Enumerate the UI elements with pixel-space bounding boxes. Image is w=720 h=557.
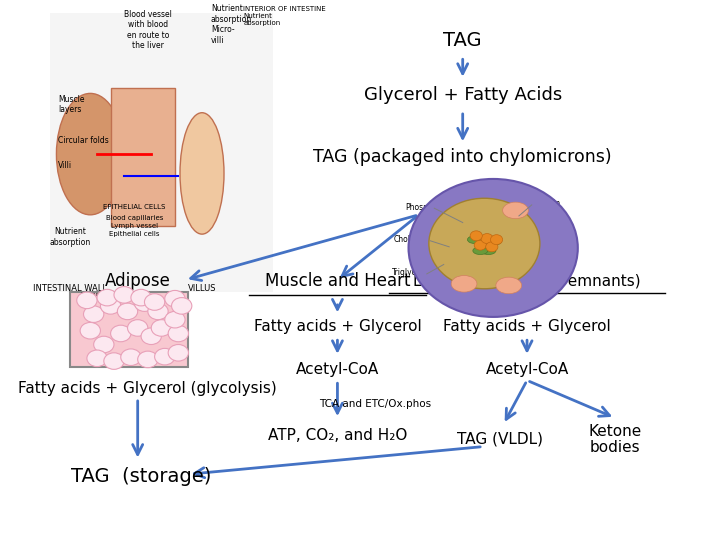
Text: Adipose Tissue H&E: Adipose Tissue H&E	[80, 292, 135, 297]
Text: Blood vessel
with blood
en route to
the liver: Blood vessel with blood en route to the …	[124, 10, 172, 50]
Circle shape	[408, 179, 578, 317]
Circle shape	[171, 297, 192, 314]
Circle shape	[490, 234, 503, 245]
Circle shape	[474, 240, 487, 250]
Ellipse shape	[487, 237, 501, 245]
Bar	[111, 88, 175, 226]
Text: Villi: Villi	[58, 160, 72, 170]
Ellipse shape	[180, 113, 224, 234]
Ellipse shape	[467, 236, 482, 243]
Circle shape	[84, 306, 104, 323]
Circle shape	[165, 311, 185, 328]
Circle shape	[481, 233, 493, 243]
Circle shape	[94, 336, 114, 353]
Text: EPITHELIAL CELLS: EPITHELIAL CELLS	[103, 203, 166, 209]
Circle shape	[87, 350, 107, 367]
Circle shape	[138, 351, 158, 368]
Circle shape	[100, 297, 121, 314]
Text: Acetyl-CoA: Acetyl-CoA	[485, 362, 569, 377]
Text: Ketone: Ketone	[588, 424, 642, 439]
Text: TAG: TAG	[444, 31, 482, 51]
Circle shape	[97, 289, 117, 306]
Text: Lymph vessel: Lymph vessel	[111, 223, 158, 229]
Text: bodies: bodies	[590, 440, 640, 455]
Circle shape	[168, 345, 189, 361]
Circle shape	[111, 325, 131, 342]
Text: Muscle and Heart: Muscle and Heart	[265, 272, 410, 290]
Circle shape	[155, 348, 175, 365]
Text: TAG  (storage): TAG (storage)	[71, 467, 211, 486]
Ellipse shape	[496, 277, 521, 294]
Ellipse shape	[473, 247, 487, 255]
Circle shape	[141, 328, 161, 345]
Text: Triglyceride: Triglyceride	[392, 268, 436, 277]
Ellipse shape	[481, 247, 496, 255]
Circle shape	[131, 289, 151, 306]
Text: TAG (VLDL): TAG (VLDL)	[457, 432, 543, 447]
Ellipse shape	[56, 94, 124, 215]
Circle shape	[168, 325, 189, 342]
Text: Blood capillaries: Blood capillaries	[106, 214, 163, 221]
Circle shape	[165, 290, 185, 307]
Circle shape	[145, 294, 165, 310]
Text: Fatty acids + Glycerol: Fatty acids + Glycerol	[443, 319, 611, 334]
Text: Fatty acids + Glycerol (glycolysis): Fatty acids + Glycerol (glycolysis)	[19, 381, 277, 396]
Ellipse shape	[451, 276, 477, 292]
Circle shape	[121, 349, 141, 365]
Text: Muscle
layers: Muscle layers	[58, 95, 84, 114]
Circle shape	[470, 231, 482, 241]
Circle shape	[80, 323, 100, 339]
Circle shape	[127, 320, 148, 336]
Text: Adipose: Adipose	[104, 272, 171, 290]
Text: Nutrient
absorption
Micro-
villi: Nutrient absorption Micro- villi	[211, 4, 252, 45]
Circle shape	[104, 353, 124, 369]
Text: TCA and ETC/Ox.phos: TCA and ETC/Ox.phos	[319, 399, 431, 409]
Text: Fatty acids + Glycerol: Fatty acids + Glycerol	[253, 319, 421, 334]
Text: Epithelial cells: Epithelial cells	[109, 231, 160, 237]
Circle shape	[77, 292, 97, 309]
Circle shape	[135, 295, 155, 311]
Text: Phospholipid: Phospholipid	[405, 203, 454, 212]
Circle shape	[429, 198, 540, 289]
Text: Acetyl-CoA: Acetyl-CoA	[296, 362, 379, 377]
Text: Circular folds: Circular folds	[58, 136, 109, 145]
Text: INTERIOR OF INTESTINE
Nutrient
absorption: INTERIOR OF INTESTINE Nutrient absorptio…	[243, 6, 326, 26]
Ellipse shape	[503, 202, 528, 219]
Text: VILLUS: VILLUS	[188, 284, 216, 293]
Circle shape	[114, 286, 135, 303]
Text: INTESTINAL WALL: INTESTINAL WALL	[33, 284, 107, 293]
Circle shape	[151, 320, 171, 336]
Text: ATP, CO₂, and H₂O: ATP, CO₂, and H₂O	[268, 428, 407, 443]
Circle shape	[486, 242, 498, 252]
Text: Protein: Protein	[533, 199, 560, 208]
Bar	[50, 13, 273, 292]
Text: Glycerol + Fatty Acids: Glycerol + Fatty Acids	[364, 86, 562, 104]
Text: Cholesterol: Cholesterol	[394, 235, 437, 244]
Text: Liver (Chylomicron remnants): Liver (Chylomicron remnants)	[413, 273, 641, 289]
Bar	[70, 292, 189, 367]
Text: TAG (packaged into chylomicrons): TAG (packaged into chylomicrons)	[313, 148, 612, 166]
Circle shape	[148, 303, 168, 320]
Circle shape	[117, 303, 138, 320]
Text: Nutrient
absorption: Nutrient absorption	[50, 227, 91, 247]
